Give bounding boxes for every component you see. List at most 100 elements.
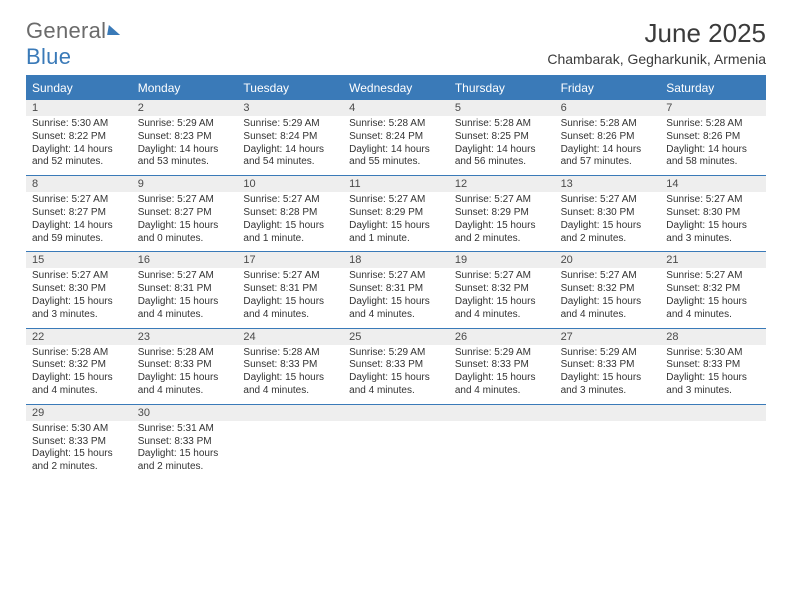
day-details: Sunrise: 5:27 AMSunset: 8:27 PMDaylight:…: [26, 192, 132, 251]
day-details: Sunrise: 5:27 AMSunset: 8:30 PMDaylight:…: [555, 192, 661, 251]
calendar-day-cell: 24Sunrise: 5:28 AMSunset: 8:33 PMDayligh…: [237, 329, 343, 404]
day-details: Sunrise: 5:28 AMSunset: 8:33 PMDaylight:…: [237, 345, 343, 404]
day-details: Sunrise: 5:27 AMSunset: 8:31 PMDaylight:…: [132, 268, 238, 327]
weekday-header-row: Sunday Monday Tuesday Wednesday Thursday…: [26, 77, 766, 100]
day-number: 11: [343, 176, 449, 192]
day-details: Sunrise: 5:27 AMSunset: 8:31 PMDaylight:…: [343, 268, 449, 327]
day-number: 15: [26, 252, 132, 268]
day-number: 12: [449, 176, 555, 192]
day-number: 16: [132, 252, 238, 268]
calendar-day-cell: 7Sunrise: 5:28 AMSunset: 8:26 PMDaylight…: [660, 100, 766, 175]
calendar: Sunday Monday Tuesday Wednesday Thursday…: [26, 75, 766, 480]
weekday-wednesday: Wednesday: [343, 77, 449, 100]
day-details: Sunrise: 5:28 AMSunset: 8:26 PMDaylight:…: [555, 116, 661, 175]
day-details: Sunrise: 5:28 AMSunset: 8:33 PMDaylight:…: [132, 345, 238, 404]
calendar-day-cell: 27Sunrise: 5:29 AMSunset: 8:33 PMDayligh…: [555, 329, 661, 404]
day-number: 30: [132, 405, 238, 421]
day-number: 26: [449, 329, 555, 345]
calendar-day-cell: 3Sunrise: 5:29 AMSunset: 8:24 PMDaylight…: [237, 100, 343, 175]
logo-triangle-icon: [107, 25, 122, 35]
day-number: 17: [237, 252, 343, 268]
day-details: Sunrise: 5:27 AMSunset: 8:30 PMDaylight:…: [26, 268, 132, 327]
day-details: Sunrise: 5:27 AMSunset: 8:29 PMDaylight:…: [449, 192, 555, 251]
calendar-day-cell: 11Sunrise: 5:27 AMSunset: 8:29 PMDayligh…: [343, 176, 449, 251]
location-subtitle: Chambarak, Gegharkunik, Armenia: [547, 51, 766, 67]
calendar-day-cell: 29Sunrise: 5:30 AMSunset: 8:33 PMDayligh…: [26, 405, 132, 480]
day-number: 5: [449, 100, 555, 116]
day-number: 14: [660, 176, 766, 192]
day-details: Sunrise: 5:27 AMSunset: 8:28 PMDaylight:…: [237, 192, 343, 251]
calendar-day-cell: 9Sunrise: 5:27 AMSunset: 8:27 PMDaylight…: [132, 176, 238, 251]
calendar-day-cell: 18Sunrise: 5:27 AMSunset: 8:31 PMDayligh…: [343, 252, 449, 327]
calendar-week-row: 8Sunrise: 5:27 AMSunset: 8:27 PMDaylight…: [26, 176, 766, 252]
calendar-empty-cell: .: [660, 405, 766, 480]
day-number: 25: [343, 329, 449, 345]
day-details: Sunrise: 5:29 AMSunset: 8:23 PMDaylight:…: [132, 116, 238, 175]
day-number: 9: [132, 176, 238, 192]
calendar-day-cell: 1Sunrise: 5:30 AMSunset: 8:22 PMDaylight…: [26, 100, 132, 175]
day-details: Sunrise: 5:31 AMSunset: 8:33 PMDaylight:…: [132, 421, 238, 480]
day-number: 27: [555, 329, 661, 345]
calendar-day-cell: 23Sunrise: 5:28 AMSunset: 8:33 PMDayligh…: [132, 329, 238, 404]
day-number: 3: [237, 100, 343, 116]
calendar-day-cell: 14Sunrise: 5:27 AMSunset: 8:30 PMDayligh…: [660, 176, 766, 251]
day-details: Sunrise: 5:27 AMSunset: 8:31 PMDaylight:…: [237, 268, 343, 327]
calendar-empty-cell: .: [237, 405, 343, 480]
weekday-monday: Monday: [132, 77, 238, 100]
calendar-empty-cell: .: [343, 405, 449, 480]
day-number: 8: [26, 176, 132, 192]
calendar-day-cell: 16Sunrise: 5:27 AMSunset: 8:31 PMDayligh…: [132, 252, 238, 327]
day-number: 23: [132, 329, 238, 345]
weekday-saturday: Saturday: [660, 77, 766, 100]
day-number: 18: [343, 252, 449, 268]
calendar-week-row: 1Sunrise: 5:30 AMSunset: 8:22 PMDaylight…: [26, 100, 766, 176]
day-number: 21: [660, 252, 766, 268]
calendar-day-cell: 2Sunrise: 5:29 AMSunset: 8:23 PMDaylight…: [132, 100, 238, 175]
calendar-day-cell: 15Sunrise: 5:27 AMSunset: 8:30 PMDayligh…: [26, 252, 132, 327]
day-details: Sunrise: 5:28 AMSunset: 8:24 PMDaylight:…: [343, 116, 449, 175]
calendar-day-cell: 12Sunrise: 5:27 AMSunset: 8:29 PMDayligh…: [449, 176, 555, 251]
day-details: Sunrise: 5:29 AMSunset: 8:33 PMDaylight:…: [555, 345, 661, 404]
day-details: Sunrise: 5:30 AMSunset: 8:33 PMDaylight:…: [660, 345, 766, 404]
calendar-week-row: 22Sunrise: 5:28 AMSunset: 8:32 PMDayligh…: [26, 329, 766, 405]
calendar-week-row: 29Sunrise: 5:30 AMSunset: 8:33 PMDayligh…: [26, 405, 766, 480]
day-number: 22: [26, 329, 132, 345]
weekday-sunday: Sunday: [26, 77, 132, 100]
day-number: 19: [449, 252, 555, 268]
day-number: 4: [343, 100, 449, 116]
day-number: 13: [555, 176, 661, 192]
day-details: Sunrise: 5:27 AMSunset: 8:32 PMDaylight:…: [660, 268, 766, 327]
day-details: Sunrise: 5:29 AMSunset: 8:33 PMDaylight:…: [449, 345, 555, 404]
calendar-empty-cell: .: [555, 405, 661, 480]
calendar-day-cell: 6Sunrise: 5:28 AMSunset: 8:26 PMDaylight…: [555, 100, 661, 175]
calendar-day-cell: 19Sunrise: 5:27 AMSunset: 8:32 PMDayligh…: [449, 252, 555, 327]
logo: General Blue: [26, 18, 121, 70]
day-details: Sunrise: 5:27 AMSunset: 8:32 PMDaylight:…: [555, 268, 661, 327]
calendar-day-cell: 8Sunrise: 5:27 AMSunset: 8:27 PMDaylight…: [26, 176, 132, 251]
calendar-day-cell: 26Sunrise: 5:29 AMSunset: 8:33 PMDayligh…: [449, 329, 555, 404]
page-title: June 2025: [547, 18, 766, 49]
calendar-day-cell: 13Sunrise: 5:27 AMSunset: 8:30 PMDayligh…: [555, 176, 661, 251]
day-details: Sunrise: 5:27 AMSunset: 8:29 PMDaylight:…: [343, 192, 449, 251]
calendar-day-cell: 21Sunrise: 5:27 AMSunset: 8:32 PMDayligh…: [660, 252, 766, 327]
day-details: Sunrise: 5:28 AMSunset: 8:26 PMDaylight:…: [660, 116, 766, 175]
calendar-week-row: 15Sunrise: 5:27 AMSunset: 8:30 PMDayligh…: [26, 252, 766, 328]
day-number: 24: [237, 329, 343, 345]
day-number: 28: [660, 329, 766, 345]
day-details: Sunrise: 5:27 AMSunset: 8:30 PMDaylight:…: [660, 192, 766, 251]
weekday-friday: Friday: [555, 77, 661, 100]
weekday-thursday: Thursday: [449, 77, 555, 100]
day-details: Sunrise: 5:29 AMSunset: 8:33 PMDaylight:…: [343, 345, 449, 404]
weekday-tuesday: Tuesday: [237, 77, 343, 100]
day-details: Sunrise: 5:30 AMSunset: 8:22 PMDaylight:…: [26, 116, 132, 175]
logo-text-1: General: [26, 18, 106, 44]
calendar-day-cell: 25Sunrise: 5:29 AMSunset: 8:33 PMDayligh…: [343, 329, 449, 404]
calendar-day-cell: 30Sunrise: 5:31 AMSunset: 8:33 PMDayligh…: [132, 405, 238, 480]
day-details: Sunrise: 5:28 AMSunset: 8:32 PMDaylight:…: [26, 345, 132, 404]
logo-text-2: Blue: [26, 44, 71, 69]
day-number: 7: [660, 100, 766, 116]
calendar-empty-cell: .: [449, 405, 555, 480]
calendar-day-cell: 10Sunrise: 5:27 AMSunset: 8:28 PMDayligh…: [237, 176, 343, 251]
calendar-day-cell: 22Sunrise: 5:28 AMSunset: 8:32 PMDayligh…: [26, 329, 132, 404]
day-number: 1: [26, 100, 132, 116]
